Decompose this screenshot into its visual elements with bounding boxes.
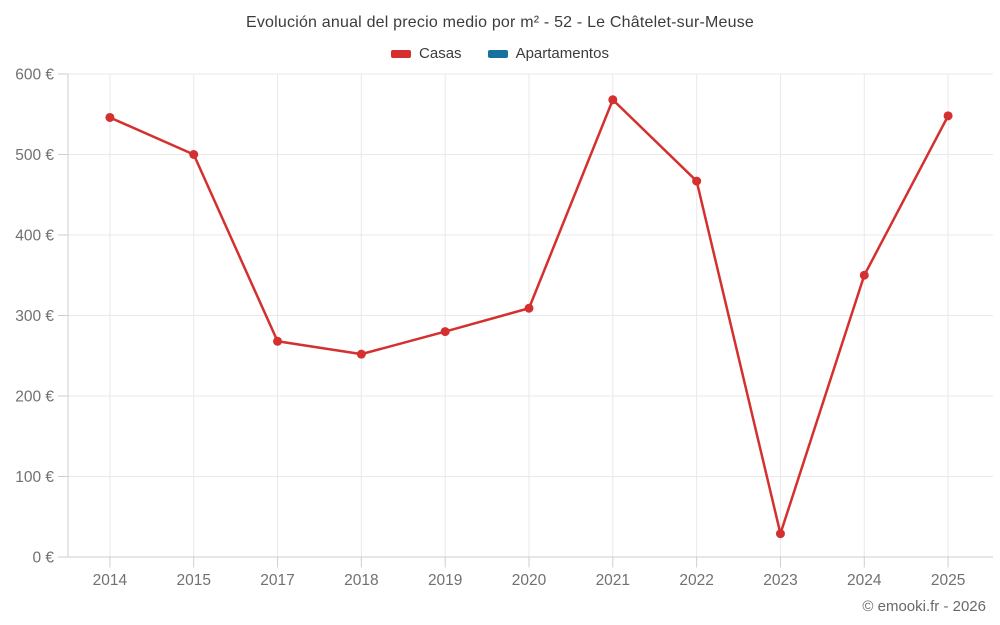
legend-item-apartamentos[interactable]: Apartamentos: [487, 45, 609, 62]
x-tick-label: 2025: [931, 572, 965, 589]
apartamentos-series-swatch-icon: [487, 49, 508, 58]
series-casas: [105, 95, 953, 539]
y-tick-label: 600 €: [15, 67, 54, 84]
data-point[interactable]: [105, 112, 115, 122]
y-tick-label: 500 €: [15, 147, 54, 164]
x-tick-label: 2020: [512, 572, 547, 589]
y-tick-label: 200 €: [15, 389, 54, 406]
casas-series-swatch-icon: [391, 49, 412, 58]
x-tick-label: 2018: [344, 572, 378, 589]
data-point[interactable]: [273, 336, 283, 346]
y-tick-label: 400 €: [15, 228, 54, 245]
legend-item-casas[interactable]: Casas: [391, 45, 462, 62]
data-point[interactable]: [356, 349, 366, 359]
data-point[interactable]: [775, 529, 785, 539]
x-tick-label: 2019: [428, 572, 462, 589]
y-axis-labels: 0 € 100 € 200 € 300 € 400 € 500 € 600 €: [15, 67, 54, 567]
data-point[interactable]: [189, 150, 199, 159]
data-point[interactable]: [440, 327, 450, 337]
x-tick-label: 2021: [596, 572, 630, 589]
legend-label-apartamentos: Apartamentos: [515, 45, 609, 62]
data-point[interactable]: [943, 111, 953, 121]
legend-label-casas: Casas: [419, 45, 462, 62]
chart-title: Evolución anual del precio medio por m² …: [245, 14, 755, 31]
y-tick-label: 100 €: [15, 469, 54, 486]
chart-legend: Casas Apartamentos: [0, 45, 1000, 62]
data-point[interactable]: [859, 270, 869, 280]
x-tick-label: 2014: [93, 572, 128, 589]
x-tick-label: 2015: [176, 572, 210, 589]
footer-credit: © emooki.fr - 2026: [862, 598, 986, 615]
gridlines: [68, 73, 993, 557]
x-tick-label: 2017: [260, 572, 294, 589]
x-tick-label: 2024: [847, 572, 882, 589]
data-point[interactable]: [692, 176, 702, 186]
axis-tick-marks: [58, 73, 949, 568]
data-point[interactable]: [608, 95, 618, 105]
series-lines: [105, 95, 953, 539]
y-tick-label: 0 €: [32, 550, 54, 567]
x-axis-labels: 2014 2015 2017 2018 2019 2020 2021 2022 2023 2024…: [93, 572, 966, 589]
x-tick-label: 2022: [679, 572, 713, 589]
data-point[interactable]: [524, 303, 534, 313]
x-tick-label: 2023: [763, 572, 797, 589]
y-tick-label: 300 €: [15, 308, 54, 325]
